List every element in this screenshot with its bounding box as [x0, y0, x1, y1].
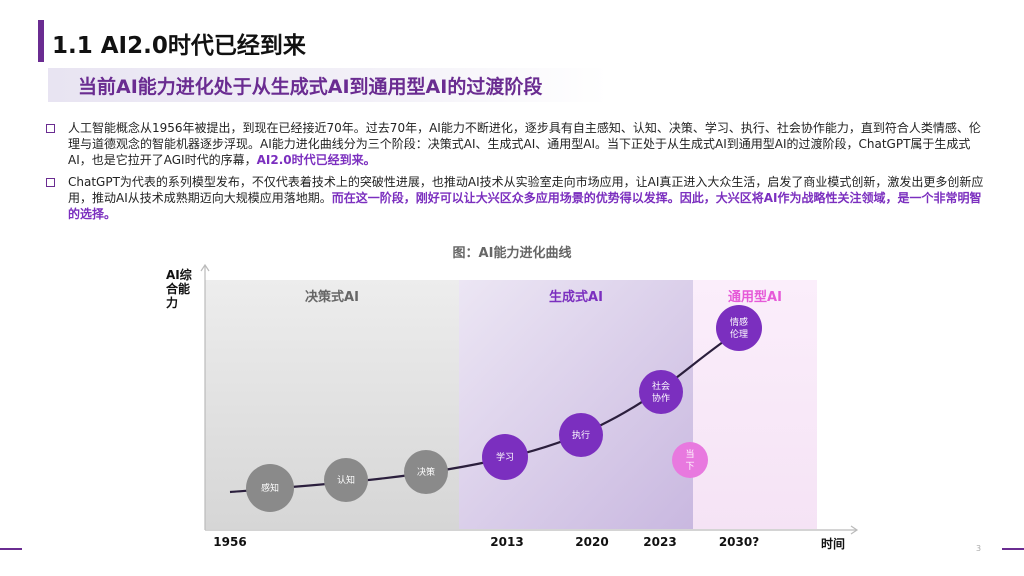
square-bullet-icon [46, 124, 55, 133]
title-accent-bar [38, 20, 44, 62]
milestone-label: 社会 [652, 380, 670, 392]
x-axis-label: 时间 [821, 536, 845, 551]
page-subtitle: 当前AI能力进化处于从生成式AI到通用型AI的过渡阶段 [78, 76, 543, 98]
milestone-label: 情感 [730, 316, 748, 328]
stage-label-2: 生成式AI [549, 289, 603, 305]
bullet-list: 人工智能概念从1956年被提出，到现在已经接近70年。过去70年，AI能力不断进… [44, 120, 984, 228]
x-tick-label: 2013 [490, 535, 523, 549]
bullet-item-1: 人工智能概念从1956年被提出，到现在已经接近70年。过去70年，AI能力不断进… [44, 120, 984, 168]
page-title: 1.1 AI2.0时代已经到来 [52, 33, 306, 59]
chart-caption: 图：AI能力进化曲线 [452, 246, 572, 261]
milestone-label: 认知 [337, 474, 355, 486]
current-marker-label: 当 [685, 448, 694, 460]
current-marker-label: 下 [685, 462, 694, 472]
milestone-node [246, 464, 294, 512]
x-tick-label: 1956 [213, 535, 246, 549]
milestone-label: 执行 [572, 429, 590, 441]
milestone-label: 感知 [261, 482, 279, 494]
milestone-node [404, 450, 448, 494]
stage-label-3: 通用型AI [728, 289, 782, 305]
bullet-text-2: ChatGPT为代表的系列模型发布，不仅代表着技术上的突破性进展，也推动AI技术… [68, 175, 984, 205]
bullet-item-2: ChatGPT为代表的系列模型发布，不仅代表着技术上的突破性进展，也推动AI技术… [44, 174, 984, 222]
footer-line-left [0, 548, 22, 550]
x-tick-label: 2023 [643, 535, 676, 549]
milestone-node [639, 370, 683, 414]
y-axis-arrow [200, 263, 210, 272]
footer-line-right [1002, 548, 1024, 550]
subtitle-background [48, 68, 608, 102]
stage-label-1: 决策式AI [305, 289, 359, 305]
page-number: 3 [976, 544, 982, 553]
current-marker [672, 442, 708, 478]
milestone-node [324, 458, 368, 502]
milestone-node [716, 305, 762, 351]
y-axis-label: AI综合能力 [166, 268, 192, 310]
milestone-label: 学习 [496, 451, 514, 463]
x-axis-arrow [850, 525, 859, 535]
milestone-node [559, 413, 603, 457]
milestone-node [482, 434, 528, 480]
bullet-highlight-1: AI2.0时代已经到来。 [256, 153, 376, 167]
x-tick-label: 2020 [575, 535, 608, 549]
milestone-label: 决策 [417, 466, 435, 478]
milestone-label: 伦理 [730, 328, 748, 340]
x-tick-label: 2030? [719, 535, 759, 549]
square-bullet-icon [46, 178, 55, 187]
milestone-label: 协作 [652, 392, 670, 404]
bullet-highlight-2: 而在这一阶段，刚好可以让大兴区众多应用场景的优势得以发挥。因此，大兴区将AI作为… [68, 191, 982, 221]
bullet-text-1: 人工智能概念从1956年被提出，到现在已经接近70年。过去70年，AI能力不断进… [68, 121, 981, 167]
